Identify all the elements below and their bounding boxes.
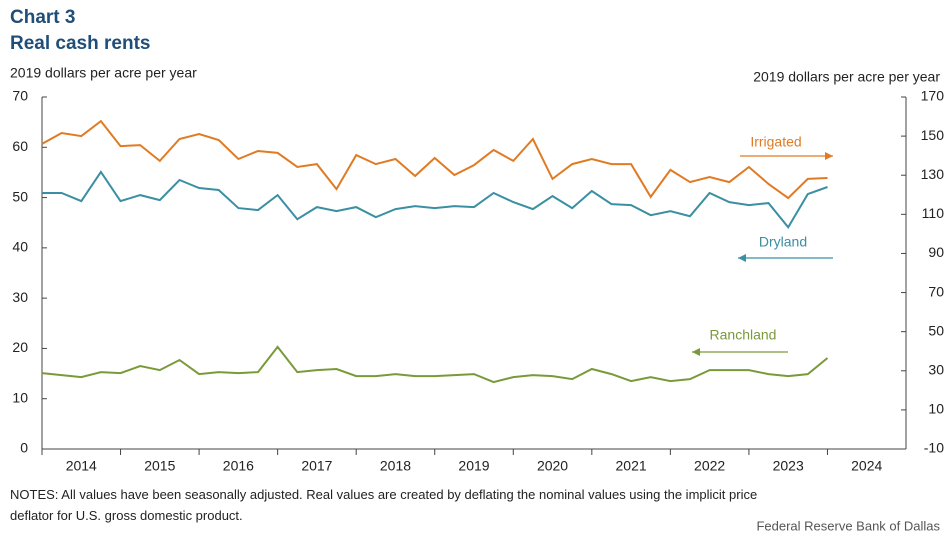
x-tick-label: 2020	[537, 458, 568, 474]
y-tick-label: 0	[20, 440, 28, 456]
y-tick-label: 40	[12, 239, 28, 255]
y-axis-label: 2019 dollars per acre per year	[10, 65, 197, 81]
y-tick-label: 50	[12, 188, 28, 204]
x-tick-label: 2019	[458, 458, 489, 474]
x-tick-label: 2017	[301, 458, 332, 474]
x-tick-label: 2022	[694, 458, 725, 474]
x-tick-label: 2016	[223, 458, 254, 474]
y2-tick-label: 10	[928, 401, 944, 417]
series-label: Ranchland	[710, 327, 777, 343]
y2-tick-label: 90	[928, 244, 944, 260]
x-tick-label: 2018	[380, 458, 411, 474]
y2-tick-label: -10	[924, 440, 944, 456]
x-tick-label: 2024	[851, 458, 882, 474]
series-label: Irrigated	[750, 134, 801, 150]
y-tick-label: 20	[12, 339, 28, 355]
y2-tick-label: 170	[921, 88, 945, 104]
y-tick-label: 30	[12, 289, 28, 305]
chart-subtitle: Real cash rents	[10, 33, 150, 54]
y2-tick-label: 30	[928, 361, 944, 377]
y2-tick-label: 130	[921, 166, 945, 182]
y2-tick-label: 70	[928, 283, 944, 299]
series-arrowhead	[738, 254, 746, 262]
y2-tick-label: 50	[928, 322, 944, 338]
chart-title: Chart 3	[10, 7, 75, 28]
x-tick-label: 2023	[773, 458, 804, 474]
series-arrowhead	[825, 152, 833, 160]
series-line	[41, 345, 829, 384]
notes: NOTES: All values have been seasonally a…	[10, 487, 757, 523]
y-tick-label: 10	[12, 389, 28, 405]
series-arrowhead	[692, 348, 700, 356]
y-tick-label: 60	[12, 138, 28, 154]
y-tick-label: 70	[12, 88, 28, 104]
y2-tick-label: 110	[922, 205, 945, 221]
x-tick-label: 2014	[66, 458, 97, 474]
x-tick-label: 2015	[144, 458, 175, 474]
x-tick-label: 2021	[616, 458, 647, 474]
y2-axis-label: 2019 dollars per acre per year	[753, 69, 940, 85]
y2-tick-label: 150	[921, 127, 945, 143]
series-label: Dryland	[759, 234, 807, 250]
series-line	[42, 170, 828, 229]
source: Federal Reserve Bank of Dallas	[756, 518, 940, 533]
series-line	[41, 119, 828, 200]
